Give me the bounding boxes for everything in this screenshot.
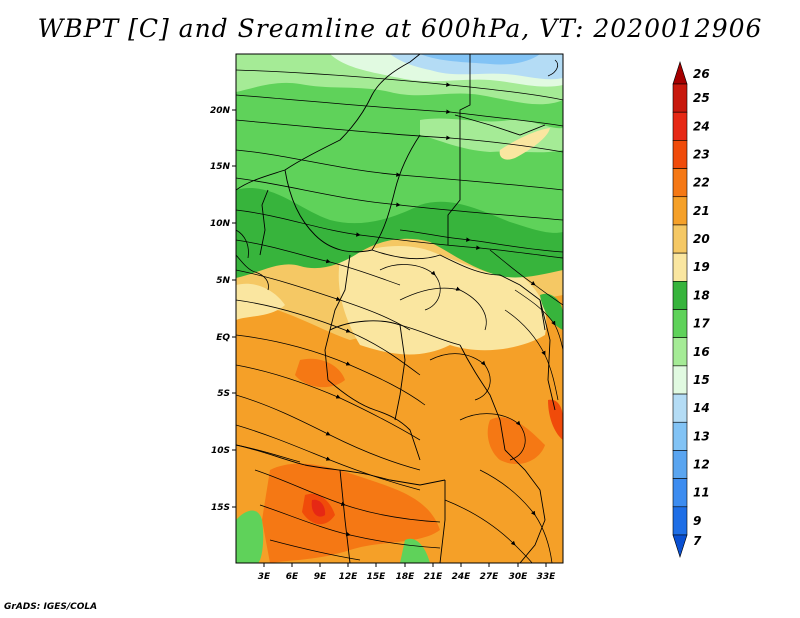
colorbar-label: 14 xyxy=(693,401,710,415)
colorbar-label: 17 xyxy=(693,317,710,331)
colorbar-swatch xyxy=(672,281,688,310)
colorbar-label: 20 xyxy=(693,232,710,246)
lat-label: 5S xyxy=(217,389,230,399)
zone-22C-north xyxy=(295,358,345,388)
zone-22C-east xyxy=(487,417,545,465)
colorbar-label: 19 xyxy=(693,260,710,274)
colorbar-swatch xyxy=(672,309,688,338)
colorbar-label: 15 xyxy=(693,373,710,387)
colorbar-swatch xyxy=(672,196,688,226)
lon-label: 27E xyxy=(480,572,500,582)
latitude-axis: 20N 15N 10N 5N EQ 5S 10S 15S xyxy=(210,106,236,513)
colorbar-swatch xyxy=(672,224,688,254)
map-panel xyxy=(236,54,563,563)
lon-label: 12E xyxy=(339,572,359,582)
colorbar-label: 16 xyxy=(693,345,710,359)
lon-label: 30E xyxy=(509,572,529,582)
colorbar-swatch xyxy=(672,337,688,367)
colorbar-label: 24 xyxy=(693,119,710,133)
colorbar-label: 18 xyxy=(693,288,710,302)
colorbar-label: 22 xyxy=(693,176,710,190)
colorbar-label: 7 xyxy=(693,534,702,548)
lon-label: 15E xyxy=(367,572,387,582)
colorbar-label: 12 xyxy=(693,458,710,472)
streamlines xyxy=(236,69,563,563)
lon-label: 18E xyxy=(396,572,416,582)
colorbar-swatch xyxy=(672,393,688,423)
colorbar: 26 25 24 23 22 21 20 19 18 17 16 15 14 13 12 11 9 7 xyxy=(672,61,710,558)
colorbar-swatch xyxy=(672,168,688,198)
colorbar-swatch xyxy=(672,61,688,85)
longitude-axis: 3E 6E 9E 12E 15E 18E 21E 24E 27E 30E 33E xyxy=(258,563,556,582)
colorbar-swatch xyxy=(672,365,688,395)
lon-label: 3E xyxy=(258,572,271,582)
zone-19C-west xyxy=(236,283,285,320)
lat-label: 10S xyxy=(211,446,230,456)
zone-13C xyxy=(420,54,540,65)
colorbar-swatch xyxy=(672,534,688,558)
colorbar-label: 25 xyxy=(693,91,710,105)
colorbar-swatch xyxy=(672,252,688,282)
colorbar-label: 9 xyxy=(693,514,701,528)
colorbar-swatch xyxy=(672,140,688,169)
map-frame xyxy=(235,53,564,564)
lat-label: 15S xyxy=(211,503,230,513)
zone-24C xyxy=(311,499,326,517)
colorbar-swatch xyxy=(672,478,688,508)
zone-19C-northeast xyxy=(499,128,550,160)
colorbar-swatch xyxy=(672,506,688,536)
lat-label: 10N xyxy=(210,219,231,229)
zone-17C-southwest xyxy=(236,510,264,563)
coastline-details xyxy=(236,59,559,291)
lat-label: 15N xyxy=(210,162,231,172)
lon-label: 21E xyxy=(424,572,444,582)
colorbar-swatch xyxy=(672,83,688,113)
zone-22C xyxy=(262,463,440,563)
lon-label: 6E xyxy=(286,572,299,582)
colorbar-label: 23 xyxy=(693,147,710,161)
colorbar-swatch xyxy=(672,450,688,479)
lon-label: 9E xyxy=(314,572,327,582)
lat-label: EQ xyxy=(216,333,230,343)
lon-label: 33E xyxy=(537,572,557,582)
lon-label: 24E xyxy=(452,572,472,582)
colorbar-swatch xyxy=(672,421,688,451)
lat-label: 5N xyxy=(216,276,230,286)
zone-18C-east xyxy=(540,293,563,330)
country-boundaries xyxy=(236,54,556,563)
colorbar-swatch xyxy=(672,111,688,141)
colorbar-label: 26 xyxy=(693,67,710,81)
chart-title: WBPT [C] and Sreamline at 600hPa, VT: 20… xyxy=(37,14,763,43)
colorbar-label: 11 xyxy=(693,486,710,500)
zone-23C-east xyxy=(548,399,563,440)
colorbar-label: 13 xyxy=(693,429,710,443)
credit-label: GrADS: IGES/COLA xyxy=(4,602,98,612)
colorbar-label: 21 xyxy=(693,204,710,218)
zone-19C xyxy=(338,245,547,355)
lat-label: 20N xyxy=(210,106,231,116)
